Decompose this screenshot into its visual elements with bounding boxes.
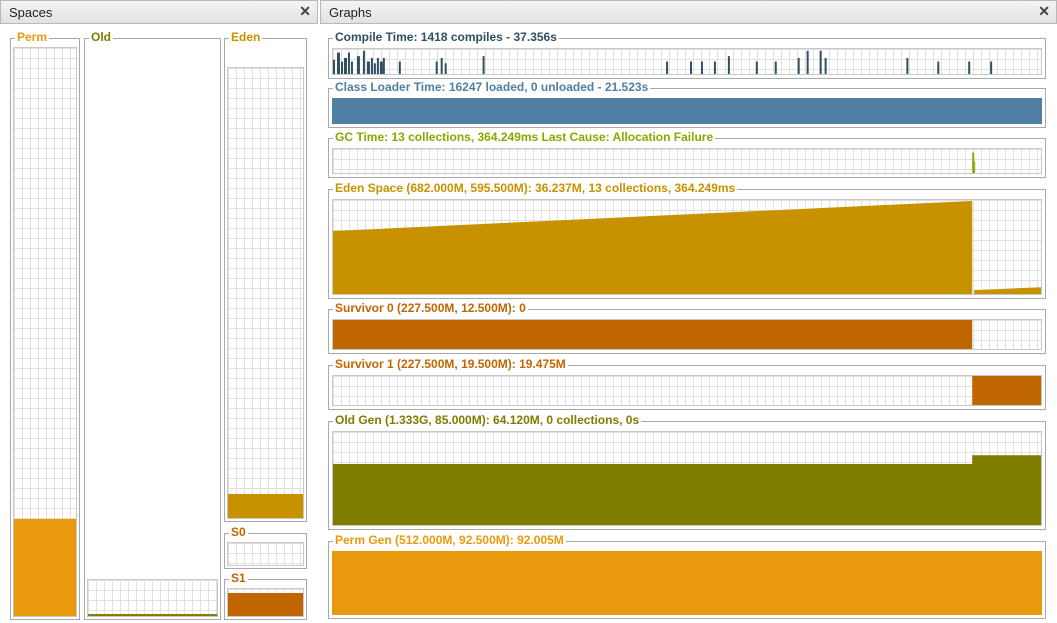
graph-compile-time-area — [332, 48, 1042, 75]
space-perm-label: Perm — [15, 30, 50, 44]
space-eden: Eden — [224, 30, 307, 522]
space-perm-fill — [14, 519, 76, 616]
graph-old-gen: Old Gen (1.333G, 85.000M): 64.120M, 0 co… — [328, 413, 1046, 530]
survivor-0-plot — [333, 320, 973, 349]
graph-survivor-1: Survivor 1 (227.500M, 19.500M): 19.475M — [328, 357, 1046, 410]
graph-gc-time-area — [332, 148, 1042, 174]
graph-survivor-0-area — [332, 319, 1042, 350]
graph-eden-space-label: Eden Space (682.000M, 595.500M): 36.237M… — [333, 181, 738, 195]
graphs-panel-title: Graphs — [329, 5, 372, 20]
space-eden-area — [227, 67, 304, 519]
graphs-close-icon[interactable]: ✕ — [1038, 3, 1050, 19]
space-s1-area — [227, 588, 304, 617]
graph-survivor-1-area — [332, 375, 1042, 406]
graph-perm-gen-area — [332, 551, 1042, 615]
space-old-area — [87, 579, 218, 617]
space-perm: Perm — [10, 30, 80, 620]
graph-compile-time: Compile Time: 1418 compiles - 37.356s — [328, 30, 1046, 79]
graph-survivor-1-label: Survivor 1 (227.500M, 19.500M): 19.475M — [333, 357, 568, 371]
eden-space-plot — [333, 200, 1041, 294]
graph-class-loader-time: Class Loader Time: 16247 loaded, 0 unloa… — [328, 80, 1046, 128]
space-eden-fill — [228, 494, 303, 518]
spaces-panel-header: Spaces ✕ — [0, 0, 318, 24]
graph-gc-time-label: GC Time: 13 collections, 364.249ms Last … — [333, 130, 716, 144]
space-s0-area — [227, 542, 304, 566]
graph-class-loader-time-area — [332, 98, 1042, 124]
graph-old-gen-area — [332, 431, 1042, 526]
compile-time-plot — [333, 50, 993, 74]
space-s0-label: S0 — [229, 525, 248, 539]
graph-eden-space-area — [332, 199, 1042, 295]
graph-old-gen-label: Old Gen (1.333G, 85.000M): 64.120M, 0 co… — [333, 413, 642, 427]
graph-compile-time-label: Compile Time: 1418 compiles - 37.356s — [333, 30, 559, 44]
graphs-panel-header: Graphs ✕ — [320, 0, 1057, 24]
spaces-close-icon[interactable]: ✕ — [299, 3, 311, 19]
space-s1-label: S1 — [229, 571, 248, 585]
spaces-panel-title: Spaces — [9, 5, 53, 20]
graph-survivor-0-label: Survivor 0 (227.500M, 12.500M): 0 — [333, 301, 528, 315]
graph-perm-gen-label: Perm Gen (512.000M, 92.500M): 92.005M — [333, 533, 566, 547]
graph-perm-gen: Perm Gen (512.000M, 92.500M): 92.005M — [328, 533, 1046, 619]
space-s1-fill — [228, 592, 303, 616]
space-eden-label: Eden — [229, 30, 263, 44]
space-s0: S0 — [224, 525, 307, 569]
graph-class-loader-time-label: Class Loader Time: 16247 loaded, 0 unloa… — [333, 80, 651, 94]
graph-eden-space: Eden Space (682.000M, 595.500M): 36.237M… — [328, 181, 1046, 299]
survivor-1-plot — [972, 376, 1041, 405]
space-s1: S1 — [224, 571, 307, 620]
graph-gc-time: GC Time: 13 collections, 364.249ms Last … — [328, 130, 1046, 178]
graph-survivor-0: Survivor 0 (227.500M, 12.500M): 0 — [328, 301, 1046, 354]
space-old-fill — [88, 614, 217, 616]
space-perm-area — [13, 47, 77, 617]
space-old: Old — [84, 30, 221, 620]
gc-time-plot — [972, 152, 976, 173]
old-gen-plot — [333, 455, 1041, 525]
space-old-label: Old — [89, 30, 113, 44]
